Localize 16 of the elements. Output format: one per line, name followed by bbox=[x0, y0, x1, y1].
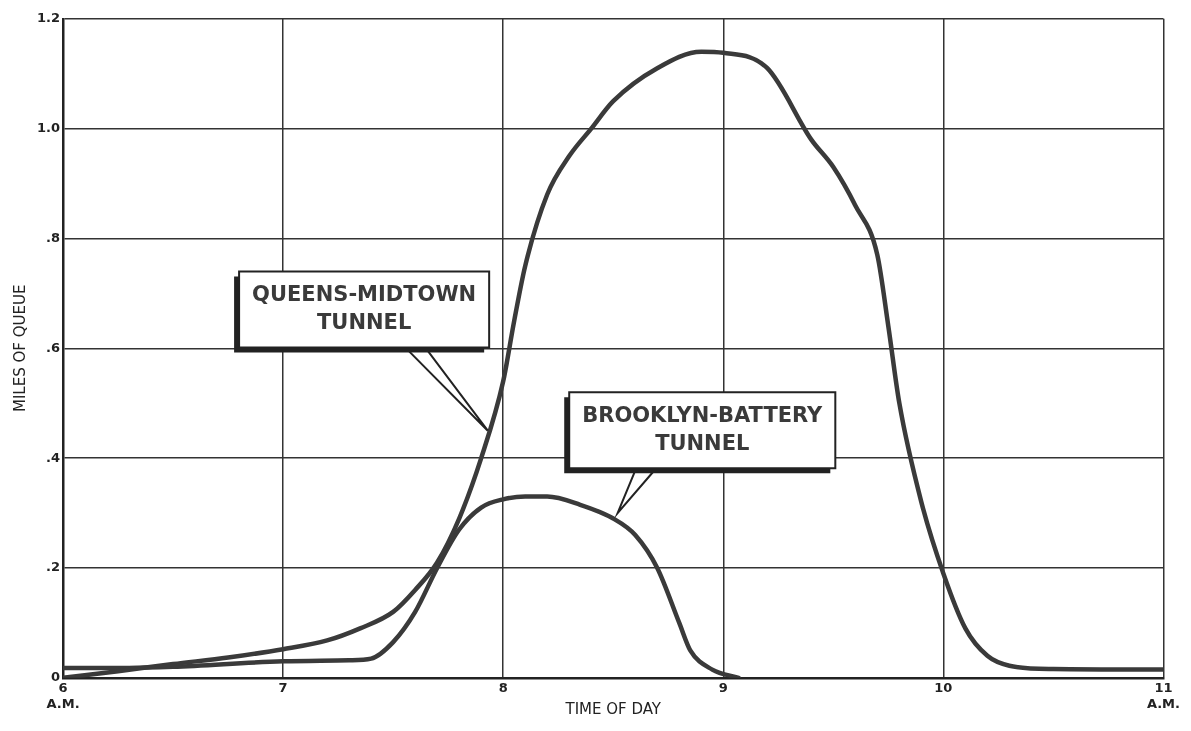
y-tick-label: 1.2 bbox=[37, 10, 61, 26]
x-tick-label: 11 A.M. bbox=[1146, 679, 1180, 711]
y-tick-label: .4 bbox=[46, 449, 61, 465]
x-tick-label: 9 bbox=[718, 679, 728, 695]
y-axis-title: MILES OF QUEUE bbox=[10, 284, 29, 413]
series-label: QUEENS-MIDTOWN TUNNEL bbox=[252, 281, 477, 334]
y-tick-label: .6 bbox=[46, 339, 61, 355]
x-tick-label: 7 bbox=[278, 679, 288, 695]
x-tick-label: 10 bbox=[934, 679, 953, 695]
text: BROOKLYN-BATTERY TUNNEL bbox=[582, 402, 824, 455]
y-tick-label: .2 bbox=[46, 559, 61, 575]
x-axis-title: TIME OF DAY bbox=[564, 699, 662, 718]
x-tick-label: 8 bbox=[498, 679, 508, 695]
y-tick-label: 0 bbox=[50, 669, 61, 685]
y-tick-label: 1.0 bbox=[37, 120, 61, 136]
y-tick-label: .8 bbox=[46, 229, 61, 245]
